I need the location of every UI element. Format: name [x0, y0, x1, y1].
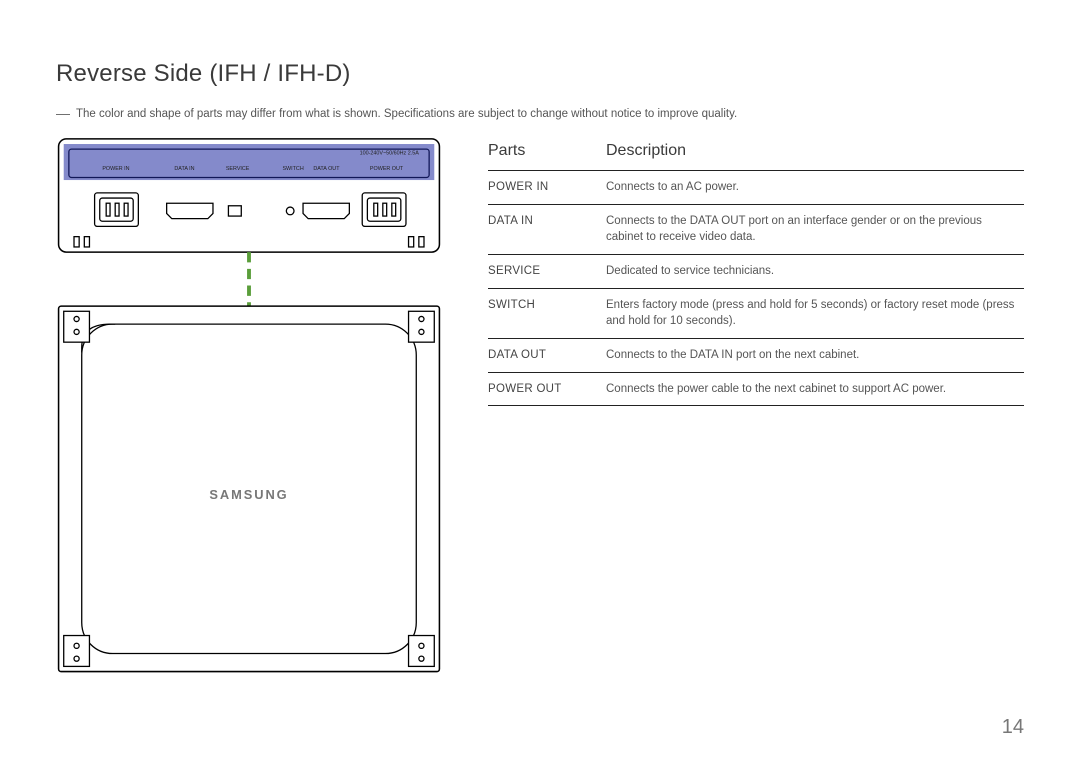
- samsung-logo: SAMSUNG: [209, 487, 288, 502]
- part-desc: Connects to the DATA IN port on the next…: [606, 339, 1024, 373]
- table-row: SERVICE Dedicated to service technicians…: [488, 255, 1024, 289]
- manual-page: Reverse Side (IFH / IFH-D) ― The color a…: [0, 0, 1080, 763]
- label-data-out: DATA OUT: [313, 166, 340, 172]
- part-name: POWER IN: [488, 171, 606, 205]
- port-data-in-icon: [167, 203, 213, 218]
- port-power-out-icon: [362, 193, 406, 226]
- part-name: DATA IN: [488, 204, 606, 254]
- port-power-in-icon: [95, 193, 139, 226]
- col-header-parts: Parts: [488, 136, 606, 171]
- table-row: DATA OUT Connects to the DATA IN port on…: [488, 339, 1024, 373]
- label-switch: SWITCH: [282, 166, 303, 172]
- note: ― The color and shape of parts may diffe…: [56, 106, 1024, 122]
- table-row: POWER OUT Connects the power cable to th…: [488, 372, 1024, 406]
- part-desc: Dedicated to service technicians.: [606, 255, 1024, 289]
- part-name: DATA OUT: [488, 339, 606, 373]
- note-text: The color and shape of parts may differ …: [76, 106, 737, 122]
- col-header-description: Description: [606, 136, 1024, 171]
- part-name: POWER OUT: [488, 372, 606, 406]
- part-desc: Enters factory mode (press and hold for …: [606, 288, 1024, 338]
- table-row: POWER IN Connects to an AC power.: [488, 171, 1024, 205]
- part-desc: Connects to the DATA OUT port on an inte…: [606, 204, 1024, 254]
- page-number: 14: [1002, 716, 1024, 739]
- label-service: SERVICE: [226, 166, 250, 172]
- port-data-out-icon: [303, 203, 349, 218]
- label-power-out: POWER OUT: [370, 166, 404, 172]
- table-row: DATA IN Connects to the DATA OUT port on…: [488, 204, 1024, 254]
- page-title: Reverse Side (IFH / IFH-D): [56, 60, 1024, 88]
- label-data-in: DATA IN: [174, 166, 194, 172]
- content-row: 100-240V~50/60Hz 2.5A POWER IN DATA IN S…: [56, 136, 1024, 682]
- rating-label: 100-240V~50/60Hz 2.5A: [360, 150, 420, 156]
- parts-table: Parts Description POWER IN Connects to a…: [488, 136, 1024, 406]
- part-name: SERVICE: [488, 255, 606, 289]
- port-service-icon: [228, 206, 241, 216]
- reverse-side-diagram: 100-240V~50/60Hz 2.5A POWER IN DATA IN S…: [56, 136, 442, 682]
- parts-table-body: POWER IN Connects to an AC power. DATA I…: [488, 171, 1024, 406]
- diagram-svg: 100-240V~50/60Hz 2.5A POWER IN DATA IN S…: [56, 136, 442, 677]
- part-name: SWITCH: [488, 288, 606, 338]
- note-dash-icon: ―: [56, 106, 70, 120]
- table-row: SWITCH Enters factory mode (press and ho…: [488, 288, 1024, 338]
- parts-table-wrap: Parts Description POWER IN Connects to a…: [488, 136, 1024, 406]
- part-desc: Connects to an AC power.: [606, 171, 1024, 205]
- part-desc: Connects the power cable to the next cab…: [606, 372, 1024, 406]
- label-power-in: POWER IN: [102, 166, 129, 172]
